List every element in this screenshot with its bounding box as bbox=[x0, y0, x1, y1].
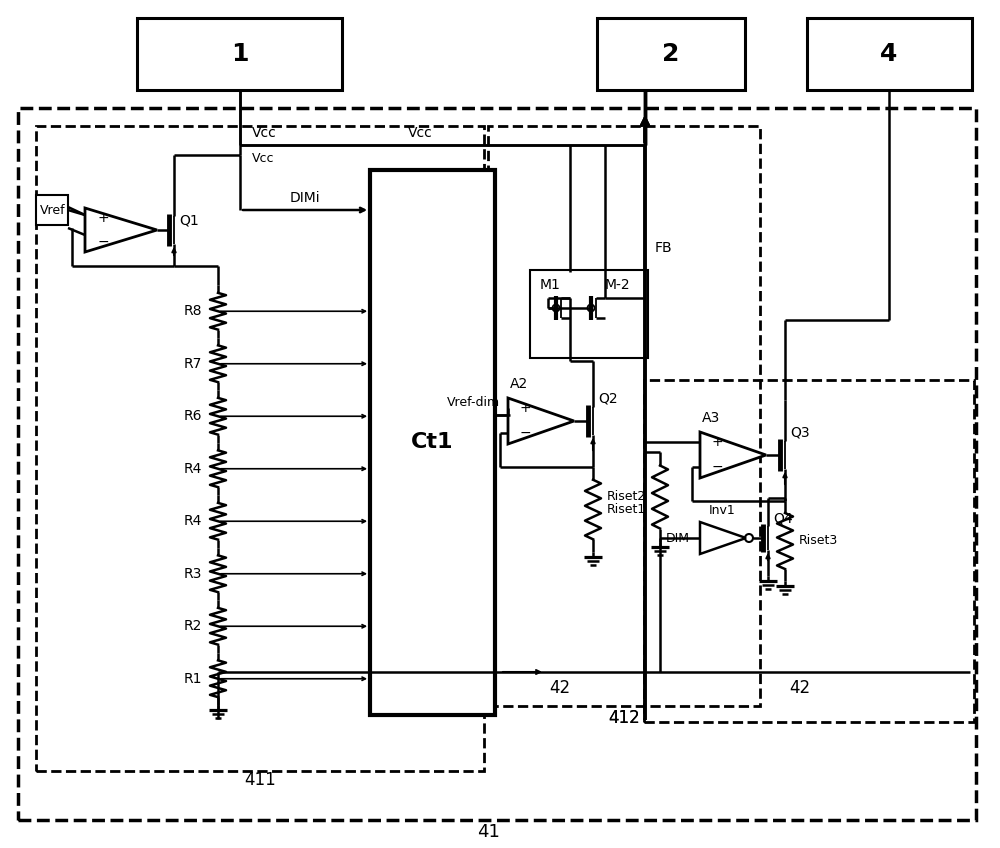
Text: 412: 412 bbox=[608, 709, 640, 727]
Text: R3: R3 bbox=[184, 566, 202, 581]
Text: R4: R4 bbox=[184, 514, 202, 528]
Text: Q2: Q2 bbox=[598, 392, 618, 406]
Text: −: − bbox=[519, 426, 531, 440]
Text: M1: M1 bbox=[540, 278, 561, 292]
Text: +: + bbox=[519, 401, 531, 415]
Bar bbox=[36, 195, 68, 225]
Text: 1: 1 bbox=[231, 42, 249, 66]
Text: M-2: M-2 bbox=[605, 278, 631, 292]
Bar bbox=[530, 270, 648, 358]
Text: 42: 42 bbox=[789, 679, 811, 697]
Text: 412: 412 bbox=[608, 709, 640, 727]
Text: R6: R6 bbox=[184, 410, 202, 423]
Bar bbox=[137, 18, 342, 90]
Text: Vcc: Vcc bbox=[252, 126, 277, 140]
Circle shape bbox=[552, 304, 560, 311]
Text: A3: A3 bbox=[702, 411, 720, 425]
Bar bbox=[36, 126, 484, 771]
Text: 411: 411 bbox=[244, 771, 276, 789]
Text: Riset2: Riset2 bbox=[607, 490, 646, 504]
Text: +: + bbox=[97, 211, 109, 225]
Text: R4: R4 bbox=[184, 462, 202, 476]
Text: R1: R1 bbox=[184, 672, 202, 686]
Polygon shape bbox=[85, 208, 157, 252]
Text: 4: 4 bbox=[880, 42, 898, 66]
Text: +: + bbox=[711, 435, 723, 449]
Text: Q4: Q4 bbox=[773, 511, 793, 525]
Bar bbox=[807, 18, 972, 90]
Bar bbox=[18, 108, 976, 820]
Text: 2: 2 bbox=[662, 42, 680, 66]
Text: Ct1: Ct1 bbox=[411, 432, 454, 453]
Text: 42: 42 bbox=[549, 679, 571, 697]
Text: Inv1: Inv1 bbox=[709, 504, 735, 516]
Text: DIM: DIM bbox=[666, 532, 690, 544]
Polygon shape bbox=[700, 432, 766, 478]
Text: −: − bbox=[97, 235, 109, 249]
Text: A2: A2 bbox=[510, 377, 528, 391]
Text: Riset3: Riset3 bbox=[799, 534, 838, 548]
Text: FB: FB bbox=[655, 241, 673, 255]
Text: DIMi: DIMi bbox=[290, 191, 320, 205]
Text: Q1: Q1 bbox=[179, 213, 199, 227]
Circle shape bbox=[588, 304, 594, 311]
Bar bbox=[597, 18, 745, 90]
Text: −: − bbox=[711, 460, 723, 474]
Text: Vcc: Vcc bbox=[252, 152, 274, 165]
Text: Riset1: Riset1 bbox=[607, 503, 646, 516]
Text: R7: R7 bbox=[184, 357, 202, 371]
Polygon shape bbox=[508, 398, 574, 444]
Text: 41: 41 bbox=[477, 823, 499, 841]
Polygon shape bbox=[700, 522, 746, 554]
Bar bbox=[488, 126, 760, 706]
Text: Q3: Q3 bbox=[790, 426, 810, 440]
Text: R8: R8 bbox=[184, 304, 202, 318]
Text: Vref-dim: Vref-dim bbox=[447, 397, 500, 410]
Text: Vref: Vref bbox=[40, 204, 66, 216]
Text: R2: R2 bbox=[184, 619, 202, 633]
Text: Vcc: Vcc bbox=[408, 126, 432, 140]
Bar bbox=[370, 170, 495, 715]
Bar bbox=[644, 380, 974, 722]
